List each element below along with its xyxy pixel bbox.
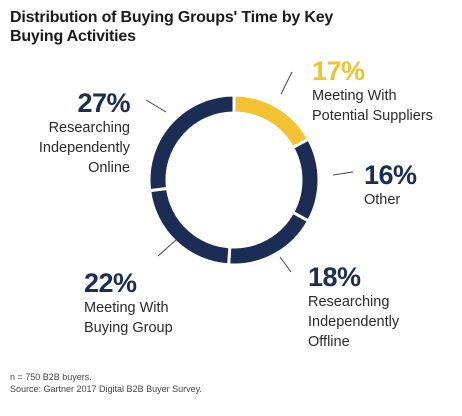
leader-lines [145, 71, 354, 273]
label-offline-text-3: Offline [308, 334, 350, 350]
leader-line-suppliers [280, 71, 293, 95]
leader-line-other [332, 171, 354, 176]
label-group-text-2: Buying Group [84, 320, 173, 336]
label-suppliers-text-2: Potential Suppliers [312, 108, 433, 124]
label-other-text-1: Other [364, 192, 401, 208]
label-online-percent: 27% [77, 88, 130, 118]
label-offline: 18% Researching Independently Offline [308, 262, 399, 352]
label-other-percent: 16% [364, 160, 417, 190]
donut-slices [147, 93, 321, 267]
label-online-text-2: Independently [38, 140, 130, 156]
label-suppliers: 17% Meeting With Potential Suppliers [312, 56, 433, 126]
leader-line-online [145, 99, 167, 113]
leader-line-group [157, 239, 177, 257]
label-suppliers-text-1: Meeting With [312, 88, 397, 104]
label-offline-percent: 18% [308, 262, 361, 292]
donut-slice-offline [227, 210, 311, 267]
label-suppliers-percent: 17% [312, 56, 365, 86]
chart-title: Distribution of Buying Groups' Time by K… [10, 9, 334, 45]
donut-slice-suppliers [232, 93, 311, 150]
donut-slice-other [290, 137, 321, 223]
label-group-percent: 22% [84, 268, 137, 298]
label-offline-text-2: Independently [308, 314, 400, 330]
footnote-sample: n = 750 B2B buyers. [10, 372, 92, 382]
label-online-text-1: Researching [48, 120, 130, 136]
label-group-text-1: Meeting With [84, 300, 169, 316]
label-offline-text-1: Researching [308, 294, 390, 310]
leader-line-offline [279, 256, 292, 273]
donut-slice-online [147, 93, 236, 193]
label-group: 22% Meeting With Buying Group [84, 268, 173, 338]
label-other: 16% Other [364, 160, 417, 210]
label-online-text-3: Online [88, 160, 130, 176]
label-online: 27% Researching Independently Online [38, 88, 131, 178]
footnote-source: Source: Gartner 2017 Digital B2B Buyer S… [10, 384, 202, 394]
footnote: n = 750 B2B buyers. Source: Gartner 2017… [10, 371, 202, 395]
